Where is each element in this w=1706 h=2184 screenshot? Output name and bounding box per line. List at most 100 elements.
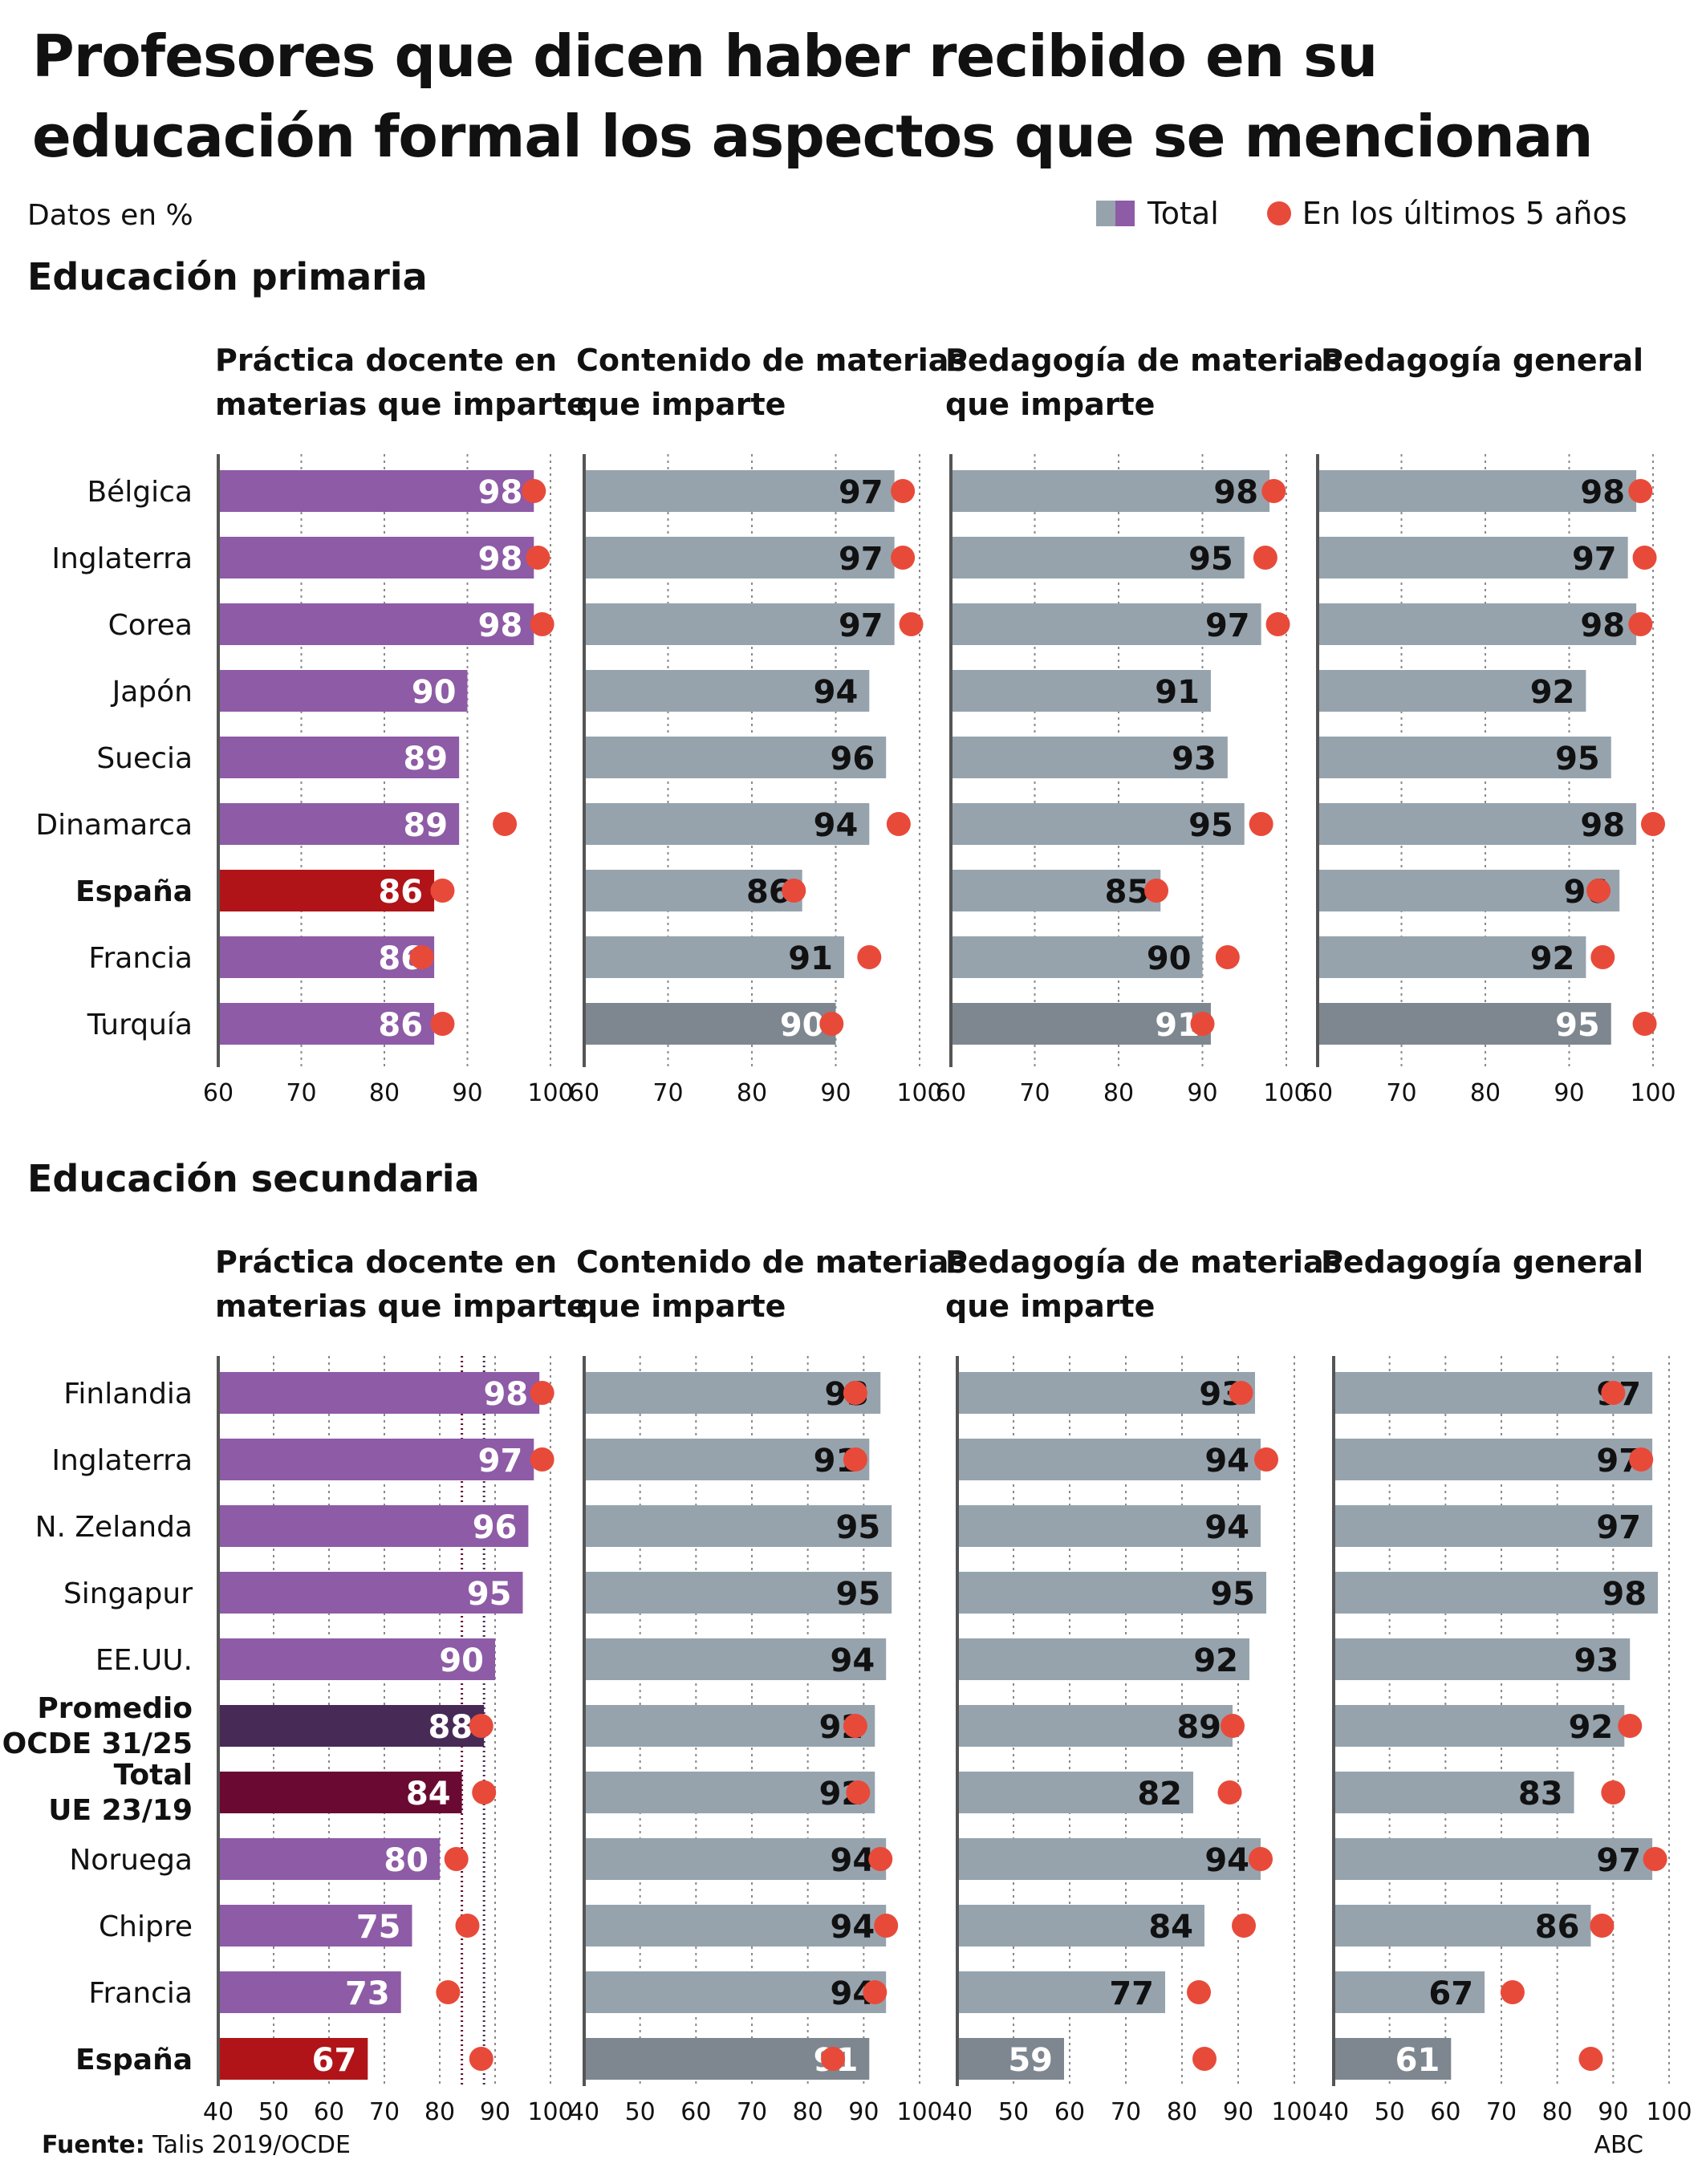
bar (1335, 1372, 1653, 1414)
bar-value-label: 59 (1008, 2042, 1053, 2079)
category-label: Bélgica (87, 476, 193, 509)
tick-label: 80 (1167, 2098, 1197, 2126)
recent-dot (1221, 1714, 1245, 1738)
bar-value-label: 97 (1572, 541, 1617, 578)
bar-value-label: 98 (1213, 474, 1258, 511)
bar-value-label: 84 (1148, 1909, 1193, 1946)
recent-dot (1229, 1381, 1253, 1405)
bar-value-label: 92 (1530, 674, 1575, 711)
bar (220, 537, 534, 578)
bar (220, 1971, 401, 2013)
bar-value-label: 75 (356, 1909, 401, 1946)
source-note: Fuente: Talis 2019/OCDE (42, 2131, 351, 2159)
tick-label: 100 (896, 1079, 942, 1107)
category-label: Francia (88, 942, 193, 975)
bar (586, 537, 895, 578)
bar (586, 936, 844, 978)
bar-value-label: 91 (1155, 674, 1200, 711)
bar (220, 1439, 534, 1480)
tick-label: 70 (369, 2098, 400, 2126)
recent-dot (530, 1381, 554, 1405)
bar-value-label: 94 (831, 1909, 875, 1946)
bar-value-label: 90 (1147, 940, 1192, 977)
bar (220, 1003, 435, 1045)
recent-dot (1215, 945, 1240, 969)
bar (1319, 870, 1620, 911)
recent-dot (843, 1381, 867, 1405)
bar (959, 1905, 1204, 1947)
bar (586, 1572, 892, 1614)
tick-label: 80 (793, 2098, 823, 2126)
tick-label: 60 (569, 1079, 599, 1107)
bar (220, 1372, 540, 1414)
bar-value-label: 95 (1555, 1007, 1600, 1044)
bar (959, 1838, 1261, 1880)
bar (1335, 1638, 1631, 1680)
bar (959, 1705, 1233, 1747)
bar-value-label: 98 (1580, 807, 1625, 844)
bar (586, 603, 895, 645)
bar (220, 603, 534, 645)
tick-label: 60 (936, 1079, 966, 1107)
recent-dot (863, 1980, 888, 2004)
category-label: Chipre (99, 1910, 193, 1943)
legend-recent-dot (1266, 201, 1291, 225)
tick-label: 60 (314, 2098, 344, 2126)
tick-label: 40 (203, 2098, 234, 2126)
bar (953, 470, 1270, 512)
legend: Total En los últimos 5 años (1096, 196, 1627, 231)
recent-dot (1632, 1012, 1657, 1036)
bar (586, 1439, 870, 1480)
bar (959, 1971, 1165, 2013)
category-label: Singapur (63, 1577, 193, 1610)
bar (1335, 1772, 1574, 1813)
recent-dot (1601, 1780, 1626, 1804)
category-label: Total UE 23/19 (48, 1759, 193, 1827)
bar-value-label: 95 (1188, 807, 1233, 844)
source-text: Talis 2019/OCDE (152, 2131, 351, 2159)
bar-value-label: 92 (1569, 1709, 1614, 1746)
panel-title: Práctica docente en materias que imparte (215, 1244, 587, 1324)
bar (1335, 1838, 1653, 1880)
category-label: Francia (88, 1977, 193, 2010)
bar (220, 1638, 495, 1680)
recent-dot (430, 879, 455, 903)
category-label: Inglaterra (51, 1444, 193, 1477)
recent-dot (819, 1012, 844, 1036)
tick-label: 60 (203, 1079, 234, 1107)
recent-dot (1249, 1847, 1273, 1871)
bar-value-label: 97 (1596, 1509, 1641, 1546)
category-label: Inglaterra (51, 542, 193, 575)
bar-value-label: 88 (429, 1709, 473, 1746)
tick-label: 60 (1054, 2098, 1085, 2126)
bar-value-label: 94 (1204, 1509, 1249, 1546)
bar (586, 1705, 875, 1747)
bar (1335, 1705, 1625, 1747)
recent-dot (1249, 812, 1273, 836)
recent-dot (891, 479, 916, 503)
tick-label: 70 (652, 1079, 683, 1107)
recent-dot (1586, 879, 1611, 903)
bar (1319, 470, 1637, 512)
tick-label: 100 (1271, 2098, 1317, 2126)
bar-value-label: 95 (1210, 1576, 1255, 1613)
bar-value-label: 93 (1172, 741, 1217, 777)
bar (1335, 2038, 1452, 2080)
bar (220, 737, 460, 778)
bar-value-label: 94 (831, 1842, 875, 1879)
bar (220, 870, 435, 911)
bar-value-label: 95 (1188, 541, 1233, 578)
tick-label: 40 (942, 2098, 973, 2126)
bar (953, 670, 1211, 712)
bar (1335, 1439, 1653, 1480)
category-label: España (75, 2044, 193, 2076)
bar (1335, 1971, 1485, 2013)
bar (220, 936, 435, 978)
recent-dot (1232, 1914, 1256, 1938)
bar-value-label: 89 (1176, 1709, 1221, 1746)
bar-value-label: 96 (831, 741, 875, 777)
recent-dot (1187, 1980, 1211, 2004)
bar (953, 737, 1228, 778)
bar-value-label: 93 (1574, 1642, 1619, 1679)
bar-value-label: 94 (814, 674, 859, 711)
